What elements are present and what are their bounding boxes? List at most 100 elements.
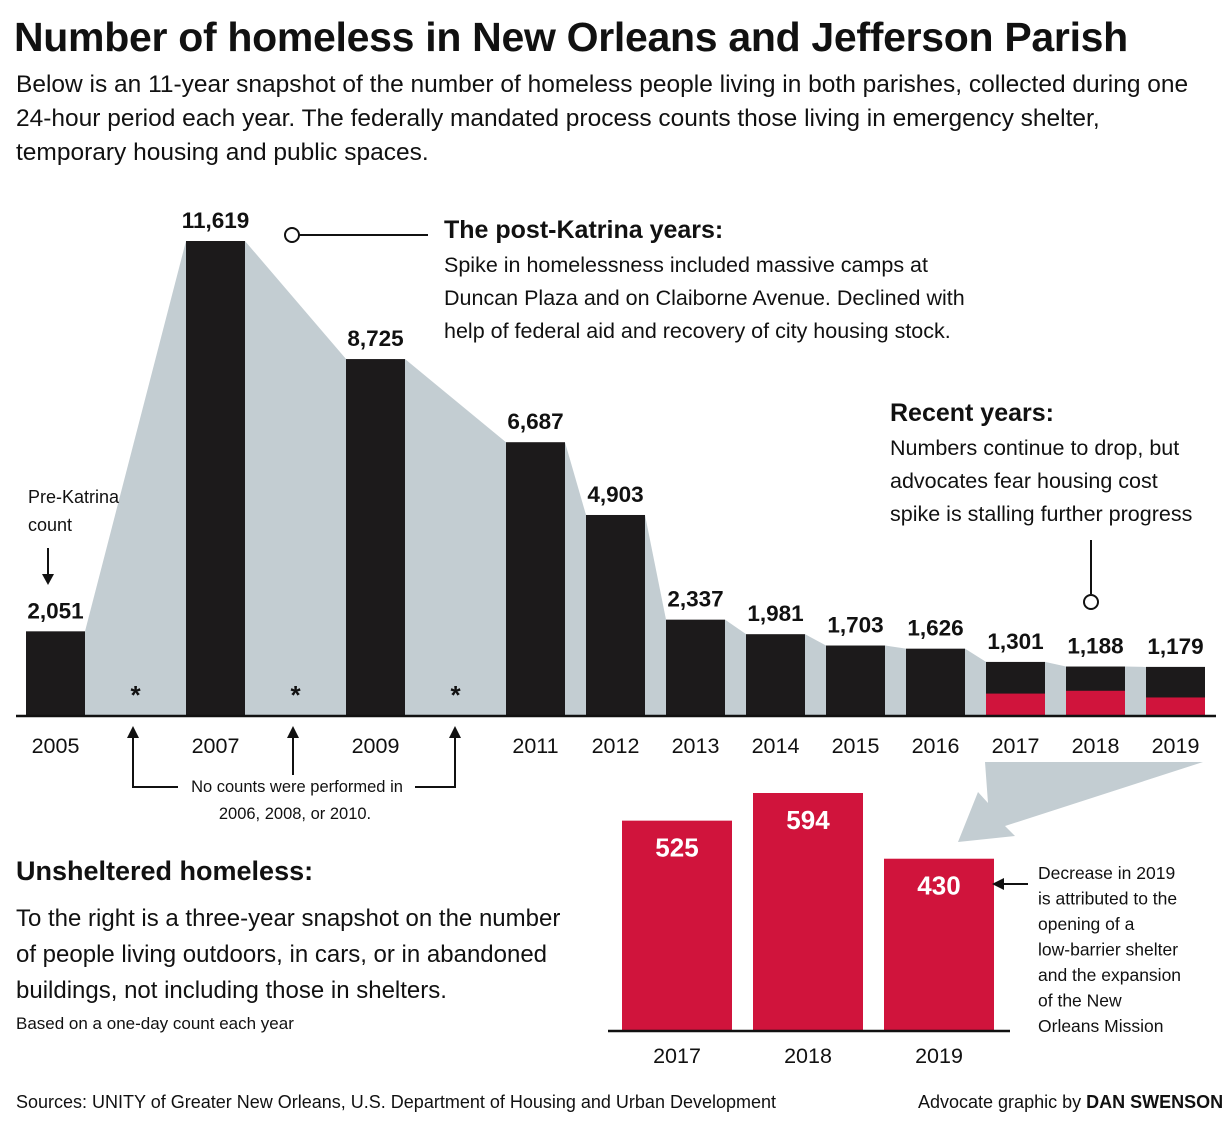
inset-bar-2019 <box>884 858 994 1031</box>
decrease-arrow-icon <box>992 878 1004 890</box>
recent-years-line-3: spike is stalling further progress <box>890 502 1192 526</box>
bar-2015 <box>826 645 885 715</box>
decrease-note-line-6: of the New <box>1038 991 1122 1011</box>
unsheltered-body-line-2: of people living outdoors, in cars, or i… <box>16 941 548 968</box>
trend-area-segment <box>1045 661 1066 715</box>
pre-katrina-arrow-icon <box>42 574 54 585</box>
bar-2016 <box>906 648 965 715</box>
bar-2007 <box>186 241 245 715</box>
post-katrina-line-1: Spike in homelessness included massive c… <box>444 253 928 277</box>
recent-years-line-1: Numbers continue to drop, but <box>890 436 1179 460</box>
recent-years-line-2: advocates fear housing cost <box>890 469 1158 493</box>
tick-label-2018: 2018 <box>1072 734 1120 758</box>
unsheltered-segment-2017 <box>986 693 1045 715</box>
value-label-2007: 11,619 <box>182 208 250 233</box>
tick-label-2012: 2012 <box>592 734 640 758</box>
trend-area-layer <box>85 241 1146 715</box>
credit-name: DAN SWENSON <box>1086 1092 1224 1112</box>
value-label-2019: 1,179 <box>1147 634 1203 659</box>
no-count-asterisk-2008: * <box>290 680 301 710</box>
arrow-up-2010-icon <box>449 726 461 738</box>
unsheltered-body-line-1: To the right is a three-year snapshot on… <box>16 905 561 932</box>
trend-area-segment <box>885 645 906 715</box>
value-label-2016: 1,626 <box>907 616 963 641</box>
inset-tick-label-2019: 2019 <box>915 1044 963 1068</box>
value-label-2009: 8,725 <box>347 326 403 351</box>
post-katrina-line-3: help of federal aid and recovery of city… <box>444 319 951 343</box>
bar-2013 <box>666 619 725 715</box>
unsheltered-segment-2019 <box>1146 697 1205 715</box>
inset-value-label-2017: 525 <box>655 833 698 863</box>
tick-label-2016: 2016 <box>912 734 960 758</box>
unsheltered-segment-2018 <box>1066 690 1125 715</box>
post-katrina-title: The post-Katrina years: <box>444 216 723 244</box>
sources-footer: Sources: UNITY of Greater New Orleans, U… <box>16 1092 777 1112</box>
tick-label-2009: 2009 <box>352 734 400 758</box>
value-label-2017: 1,301 <box>987 629 1043 654</box>
inset-value-label-2019: 430 <box>917 871 960 901</box>
unsheltered-body: To the right is a three-year snapshot on… <box>16 901 606 1009</box>
inset-bars-layer <box>622 793 994 1031</box>
inset-connector-arrow <box>958 762 1203 842</box>
trend-area-segment <box>805 634 826 715</box>
credit-prefix: Advocate graphic by <box>918 1092 1082 1112</box>
tick-label-2007: 2007 <box>192 734 240 758</box>
trend-area-segment <box>725 619 746 715</box>
inset-labels-layer: 525 2017 594 2018 430 2019 <box>653 805 963 1068</box>
tick-label-2005: 2005 <box>32 734 80 758</box>
no-counts-bracket <box>132 736 456 788</box>
value-label-2005: 2,051 <box>27 598 83 623</box>
no-counts-line-1: No counts were performed in <box>191 778 403 796</box>
decrease-note-line-4: low-barrier shelter <box>1038 940 1178 960</box>
trend-area-segment <box>1125 666 1146 715</box>
tick-label-2011: 2011 <box>512 734 558 758</box>
main-bars-layer <box>26 241 1205 715</box>
decrease-note-line-1: Decrease in 2019 <box>1038 863 1175 883</box>
post-katrina-line-2: Duncan Plaza and on Claiborne Avenue. De… <box>444 286 965 310</box>
page-title: Number of homeless in New Orleans and Je… <box>14 14 1128 60</box>
arrow-up-2006-icon <box>127 726 139 738</box>
value-label-2013: 2,337 <box>667 587 723 612</box>
recent-years-title: Recent years: <box>890 399 1054 427</box>
inset-tick-label-2017: 2017 <box>653 1044 701 1068</box>
tick-label-2014: 2014 <box>752 734 800 758</box>
trend-area-segment <box>965 648 986 715</box>
value-label-2018: 1,188 <box>1067 634 1123 659</box>
inset-value-label-2018: 594 <box>786 805 830 835</box>
value-label-2012: 4,903 <box>587 482 643 507</box>
decrease-note-line-3: opening of a <box>1038 914 1135 934</box>
unsheltered-title: Unsheltered homeless: <box>16 856 314 886</box>
value-label-2015: 1,703 <box>827 613 883 638</box>
inset-bar-2018 <box>753 793 863 1031</box>
tick-label-2019: 2019 <box>1152 734 1200 758</box>
value-label-2011: 6,687 <box>507 409 563 434</box>
trend-area-segment <box>405 359 506 715</box>
inset-bar-2017 <box>622 820 732 1031</box>
unsheltered-based-note: Based on a one-day count each year <box>16 1014 294 1033</box>
intro-text: Below is an 11-year snapshot of the numb… <box>16 71 1189 166</box>
tick-label-2017: 2017 <box>992 734 1040 758</box>
tick-label-2015: 2015 <box>832 734 880 758</box>
main-labels-layer: 2,051 2005 * 11,619 2007 * 8,725 2009 * 6,687 2011… <box>27 208 1203 758</box>
pre-katrina-line-2: count <box>28 515 72 535</box>
credit-footer: Advocate graphic by DAN SWENSON <box>918 1092 1223 1113</box>
decrease-note-line-7: Orleans Mission <box>1038 1016 1163 1036</box>
trend-area-segment <box>565 442 586 715</box>
recent-years-marker-icon <box>1083 594 1099 610</box>
decrease-note-line-5: and the expansion <box>1038 965 1181 985</box>
decrease-note: Decrease in 2019 is attributed to the open… <box>1038 863 1181 1036</box>
trend-area-segment <box>85 241 186 715</box>
bar-2005 <box>26 631 85 715</box>
value-label-2014: 1,981 <box>747 601 803 626</box>
tick-label-2013: 2013 <box>672 734 720 758</box>
pre-katrina-line-1: Pre-Katrina <box>28 487 120 507</box>
trend-area-segment <box>245 241 346 715</box>
unsheltered-body-line-3: buildings, not including those in shelte… <box>16 977 447 1004</box>
bar-2014 <box>746 634 805 715</box>
no-count-asterisk-2006: * <box>130 680 141 710</box>
post-katrina-marker-icon <box>284 227 300 243</box>
bar-2012 <box>586 514 645 715</box>
bar-2009 <box>346 359 405 715</box>
trend-area-segment <box>645 514 666 715</box>
